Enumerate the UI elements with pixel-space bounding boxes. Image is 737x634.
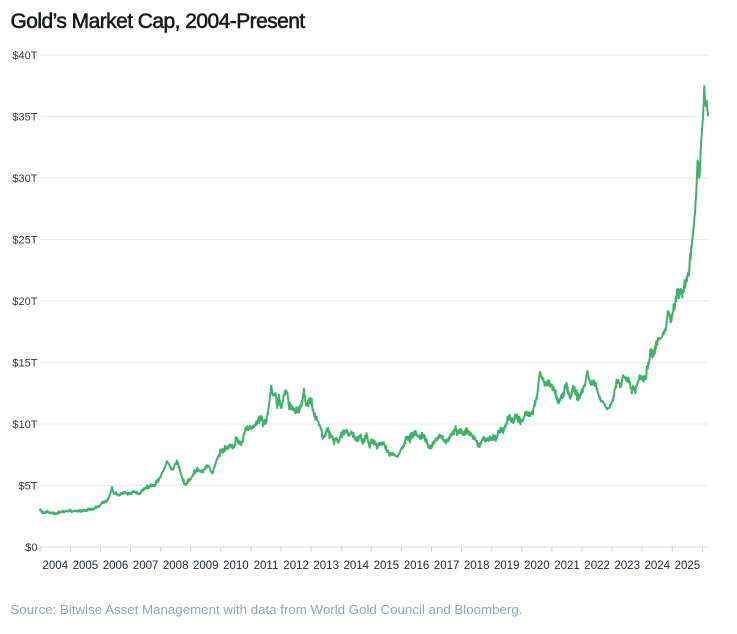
svg-text:2023: 2023 xyxy=(614,560,640,572)
svg-text:$15T: $15T xyxy=(12,357,37,369)
svg-text:2015: 2015 xyxy=(374,560,400,572)
svg-text:2018: 2018 xyxy=(464,560,490,572)
svg-text:2025: 2025 xyxy=(675,560,701,572)
svg-text:Source: Bitwise Asset Manageme: Source: Bitwise Asset Management with da… xyxy=(11,602,523,617)
svg-text:2022: 2022 xyxy=(584,560,610,572)
svg-text:2005: 2005 xyxy=(73,560,99,572)
svg-text:$10T: $10T xyxy=(12,419,37,431)
svg-text:2010: 2010 xyxy=(223,560,249,572)
svg-text:2021: 2021 xyxy=(554,560,580,572)
svg-text:2014: 2014 xyxy=(344,560,370,572)
svg-text:$0: $0 xyxy=(25,542,37,554)
svg-text:2006: 2006 xyxy=(103,560,129,572)
svg-text:2012: 2012 xyxy=(283,560,309,572)
svg-text:2011: 2011 xyxy=(254,560,279,572)
svg-text:$5T: $5T xyxy=(19,480,38,492)
svg-text:2009: 2009 xyxy=(193,560,219,572)
svg-text:2016: 2016 xyxy=(404,560,430,572)
svg-text:$40T: $40T xyxy=(12,50,37,62)
svg-text:$20T: $20T xyxy=(12,296,37,308)
svg-text:2017: 2017 xyxy=(434,560,460,572)
svg-text:2004: 2004 xyxy=(43,560,69,572)
svg-text:2024: 2024 xyxy=(645,560,671,572)
svg-text:$30T: $30T xyxy=(12,173,37,185)
svg-text:2007: 2007 xyxy=(133,560,159,572)
svg-text:$35T: $35T xyxy=(12,111,37,123)
svg-text:2008: 2008 xyxy=(163,560,189,572)
svg-text:Gold’s Market Cap, 2004-Presen: Gold’s Market Cap, 2004-Present xyxy=(11,10,306,33)
svg-text:2019: 2019 xyxy=(494,560,520,572)
svg-text:2020: 2020 xyxy=(524,560,550,572)
svg-text:2013: 2013 xyxy=(313,560,339,572)
svg-text:$25T: $25T xyxy=(12,234,37,246)
